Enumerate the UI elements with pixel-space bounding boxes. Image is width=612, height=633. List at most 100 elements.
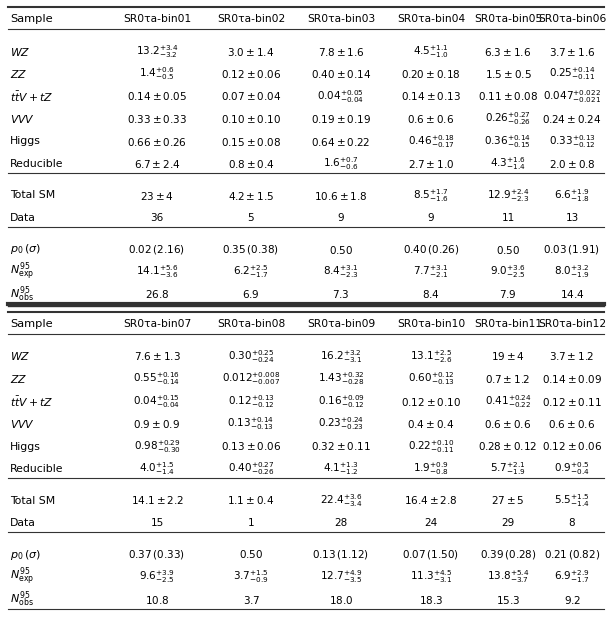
Text: $0.21\,(0.82)$: $0.21\,(0.82)$ [544, 548, 600, 561]
Text: $18.0$: $18.0$ [329, 594, 353, 606]
Text: $8.4^{+3.1}_{-2.3}$: $8.4^{+3.1}_{-2.3}$ [323, 263, 359, 280]
Text: $10.8$: $10.8$ [145, 594, 169, 606]
Text: $0.50$: $0.50$ [329, 244, 353, 256]
Text: $0.24 \pm 0.24$: $0.24 \pm 0.24$ [542, 113, 602, 125]
Text: $N^{95}_{\rm obs}$: $N^{95}_{\rm obs}$ [10, 590, 34, 610]
Text: SR0τa-bin11: SR0τa-bin11 [474, 319, 542, 329]
Text: $0.50$: $0.50$ [496, 244, 520, 256]
Text: $2.7 \pm 1.0$: $2.7 \pm 1.0$ [408, 158, 454, 170]
Text: $27 \pm 5$: $27 \pm 5$ [491, 494, 525, 506]
Text: $0.40^{+0.27}_{-0.26}$: $0.40^{+0.27}_{-0.26}$ [228, 461, 274, 477]
Text: $0.7 \pm 1.2$: $0.7 \pm 1.2$ [485, 373, 531, 385]
Text: Higgs: Higgs [10, 441, 41, 451]
Text: $N^{95}_{\rm exp}$: $N^{95}_{\rm exp}$ [10, 566, 34, 588]
Text: $13.2^{+3.4}_{-3.2}$: $13.2^{+3.4}_{-3.2}$ [136, 43, 178, 60]
Text: $0.07 \pm 0.04$: $0.07 \pm 0.04$ [221, 91, 281, 103]
Text: $0.46^{+0.18}_{-0.17}$: $0.46^{+0.18}_{-0.17}$ [408, 133, 455, 150]
Text: $2.0 \pm 0.8$: $2.0 \pm 0.8$ [548, 158, 595, 170]
Text: $0.13^{+0.14}_{-0.13}$: $0.13^{+0.14}_{-0.13}$ [228, 416, 275, 432]
Text: $9.6^{+3.9}_{-2.5}$: $9.6^{+3.9}_{-2.5}$ [139, 568, 175, 586]
Text: 15: 15 [151, 518, 163, 528]
Text: SR0τa-bin02: SR0τa-bin02 [217, 14, 285, 24]
Text: $14.4$: $14.4$ [560, 289, 584, 301]
Text: 11: 11 [501, 213, 515, 223]
Text: 5: 5 [248, 213, 255, 223]
Text: 28: 28 [334, 518, 348, 528]
Text: $16.4 \pm 2.8$: $16.4 \pm 2.8$ [405, 494, 458, 506]
Text: $6.6^{+1.9}_{-1.8}$: $6.6^{+1.9}_{-1.8}$ [554, 187, 590, 204]
Text: $p_0\,(\sigma)$: $p_0\,(\sigma)$ [10, 242, 41, 256]
Text: $0.047^{+0.022}_{-0.021}$: $0.047^{+0.022}_{-0.021}$ [543, 88, 601, 105]
Text: $1.9^{+0.9}_{-0.8}$: $1.9^{+0.9}_{-0.8}$ [413, 461, 449, 477]
Text: $10.6 \pm 1.8$: $10.6 \pm 1.8$ [315, 189, 368, 201]
Text: 9: 9 [338, 213, 345, 223]
Text: $8.0^{+3.2}_{-1.9}$: $8.0^{+3.2}_{-1.9}$ [554, 263, 590, 280]
Text: Sample: Sample [10, 14, 53, 24]
Text: $0.30^{+0.25}_{-0.24}$: $0.30^{+0.25}_{-0.24}$ [228, 348, 274, 365]
Text: Higgs: Higgs [10, 137, 41, 146]
Text: $0.66 \pm 0.26$: $0.66 \pm 0.26$ [127, 135, 187, 147]
Text: SR0τa-bin07: SR0τa-bin07 [123, 319, 191, 329]
Text: SR0τa-bin06: SR0τa-bin06 [538, 14, 606, 24]
Text: $9.2$: $9.2$ [564, 594, 580, 606]
Text: $22.4^{+3.6}_{-3.4}$: $22.4^{+3.6}_{-3.4}$ [320, 492, 362, 509]
Text: $0.19 \pm 0.19$: $0.19 \pm 0.19$ [311, 113, 371, 125]
Text: $0.4 \pm 0.4$: $0.4 \pm 0.4$ [408, 418, 455, 430]
Text: $0.9 \pm 0.9$: $0.9 \pm 0.9$ [133, 418, 181, 430]
Text: 1: 1 [248, 518, 255, 528]
Text: $3.7^{+1.5}_{-0.9}$: $3.7^{+1.5}_{-0.9}$ [233, 568, 269, 586]
Text: $WZ$: $WZ$ [10, 46, 31, 58]
Text: $0.12 \pm 0.06$: $0.12 \pm 0.06$ [542, 441, 602, 453]
Text: $0.41^{+0.24}_{-0.22}$: $0.41^{+0.24}_{-0.22}$ [485, 393, 531, 410]
Text: $0.9^{+0.5}_{-0.4}$: $0.9^{+0.5}_{-0.4}$ [554, 461, 590, 477]
Text: $0.26^{+0.27}_{-0.26}$: $0.26^{+0.27}_{-0.26}$ [485, 111, 531, 127]
Text: $3.7$: $3.7$ [242, 594, 259, 606]
Text: $13.1^{+2.5}_{-2.6}$: $13.1^{+2.5}_{-2.6}$ [410, 348, 452, 365]
Text: $0.14 \pm 0.13$: $0.14 \pm 0.13$ [401, 91, 461, 103]
Text: $6.3 \pm 1.6$: $6.3 \pm 1.6$ [485, 46, 532, 58]
Text: $p_0\,(\sigma)$: $p_0\,(\sigma)$ [10, 548, 41, 561]
Text: SR0τa-bin01: SR0τa-bin01 [123, 14, 191, 24]
Text: SR0τa-bin05: SR0τa-bin05 [474, 14, 542, 24]
Text: SR0τa-bin03: SR0τa-bin03 [307, 14, 375, 24]
Text: $4.0^{+1.5}_{-1.4}$: $4.0^{+1.5}_{-1.4}$ [139, 461, 175, 477]
Text: $3.7 \pm 1.6$: $3.7 \pm 1.6$ [549, 46, 595, 58]
Text: $7.8 \pm 1.6$: $7.8 \pm 1.6$ [318, 46, 364, 58]
Text: $0.12 \pm 0.10$: $0.12 \pm 0.10$ [401, 396, 461, 408]
Text: $0.10 \pm 0.10$: $0.10 \pm 0.10$ [221, 113, 281, 125]
Text: $0.60^{+0.12}_{-0.13}$: $0.60^{+0.12}_{-0.13}$ [408, 370, 455, 387]
Text: 9: 9 [428, 213, 435, 223]
Text: 36: 36 [151, 213, 163, 223]
Text: $1.4^{+0.6}_{-0.5}$: $1.4^{+0.6}_{-0.5}$ [139, 66, 175, 82]
Text: $0.37\,(0.33)$: $0.37\,(0.33)$ [129, 548, 185, 561]
Text: $0.11 \pm 0.08$: $0.11 \pm 0.08$ [478, 91, 538, 103]
Text: $ZZ$: $ZZ$ [10, 373, 28, 385]
Text: $N^{95}_{\rm obs}$: $N^{95}_{\rm obs}$ [10, 285, 34, 304]
Text: $0.98^{+0.29}_{-0.30}$: $0.98^{+0.29}_{-0.30}$ [133, 438, 181, 455]
Text: $0.20 \pm 0.18$: $0.20 \pm 0.18$ [401, 68, 461, 80]
Text: $12.7^{+4.9}_{-3.5}$: $12.7^{+4.9}_{-3.5}$ [320, 568, 362, 586]
Text: $0.012^{+0.008}_{-0.007}$: $0.012^{+0.008}_{-0.007}$ [222, 370, 280, 387]
Text: $0.40\,(0.26)$: $0.40\,(0.26)$ [403, 243, 459, 256]
Text: $15.3$: $15.3$ [496, 594, 520, 606]
Text: $6.2^{+2.5}_{-1.7}$: $6.2^{+2.5}_{-1.7}$ [233, 263, 269, 280]
Text: $0.12^{+0.13}_{-0.12}$: $0.12^{+0.13}_{-0.12}$ [228, 393, 274, 410]
Text: $0.16^{+0.09}_{-0.12}$: $0.16^{+0.09}_{-0.12}$ [318, 393, 365, 410]
Text: $8.5^{+1.7}_{-1.6}$: $8.5^{+1.7}_{-1.6}$ [413, 187, 449, 204]
Text: $0.28 \pm 0.12$: $0.28 \pm 0.12$ [479, 441, 537, 453]
Text: $18.3$: $18.3$ [419, 594, 443, 606]
Text: Data: Data [10, 518, 36, 528]
Text: $ZZ$: $ZZ$ [10, 68, 28, 80]
Text: $0.25^{+0.14}_{-0.11}$: $0.25^{+0.14}_{-0.11}$ [549, 66, 595, 82]
Text: $5.7^{+2.1}_{-1.9}$: $5.7^{+2.1}_{-1.9}$ [490, 461, 526, 477]
Text: $7.6 \pm 1.3$: $7.6 \pm 1.3$ [133, 351, 181, 363]
Text: $N^{95}_{\rm exp}$: $N^{95}_{\rm exp}$ [10, 261, 34, 283]
Text: SR0τa-bin04: SR0τa-bin04 [397, 14, 465, 24]
Text: $1.6^{+0.7}_{-0.6}$: $1.6^{+0.7}_{-0.6}$ [323, 156, 359, 172]
Text: SR0τa-bin10: SR0τa-bin10 [397, 319, 465, 329]
Text: $0.14 \pm 0.09$: $0.14 \pm 0.09$ [542, 373, 602, 385]
Text: $0.6 \pm 0.6$: $0.6 \pm 0.6$ [485, 418, 532, 430]
Text: $0.07\,(1.50)$: $0.07\,(1.50)$ [403, 548, 460, 561]
Text: $0.50$: $0.50$ [239, 549, 263, 560]
Text: Total SM: Total SM [10, 496, 55, 506]
